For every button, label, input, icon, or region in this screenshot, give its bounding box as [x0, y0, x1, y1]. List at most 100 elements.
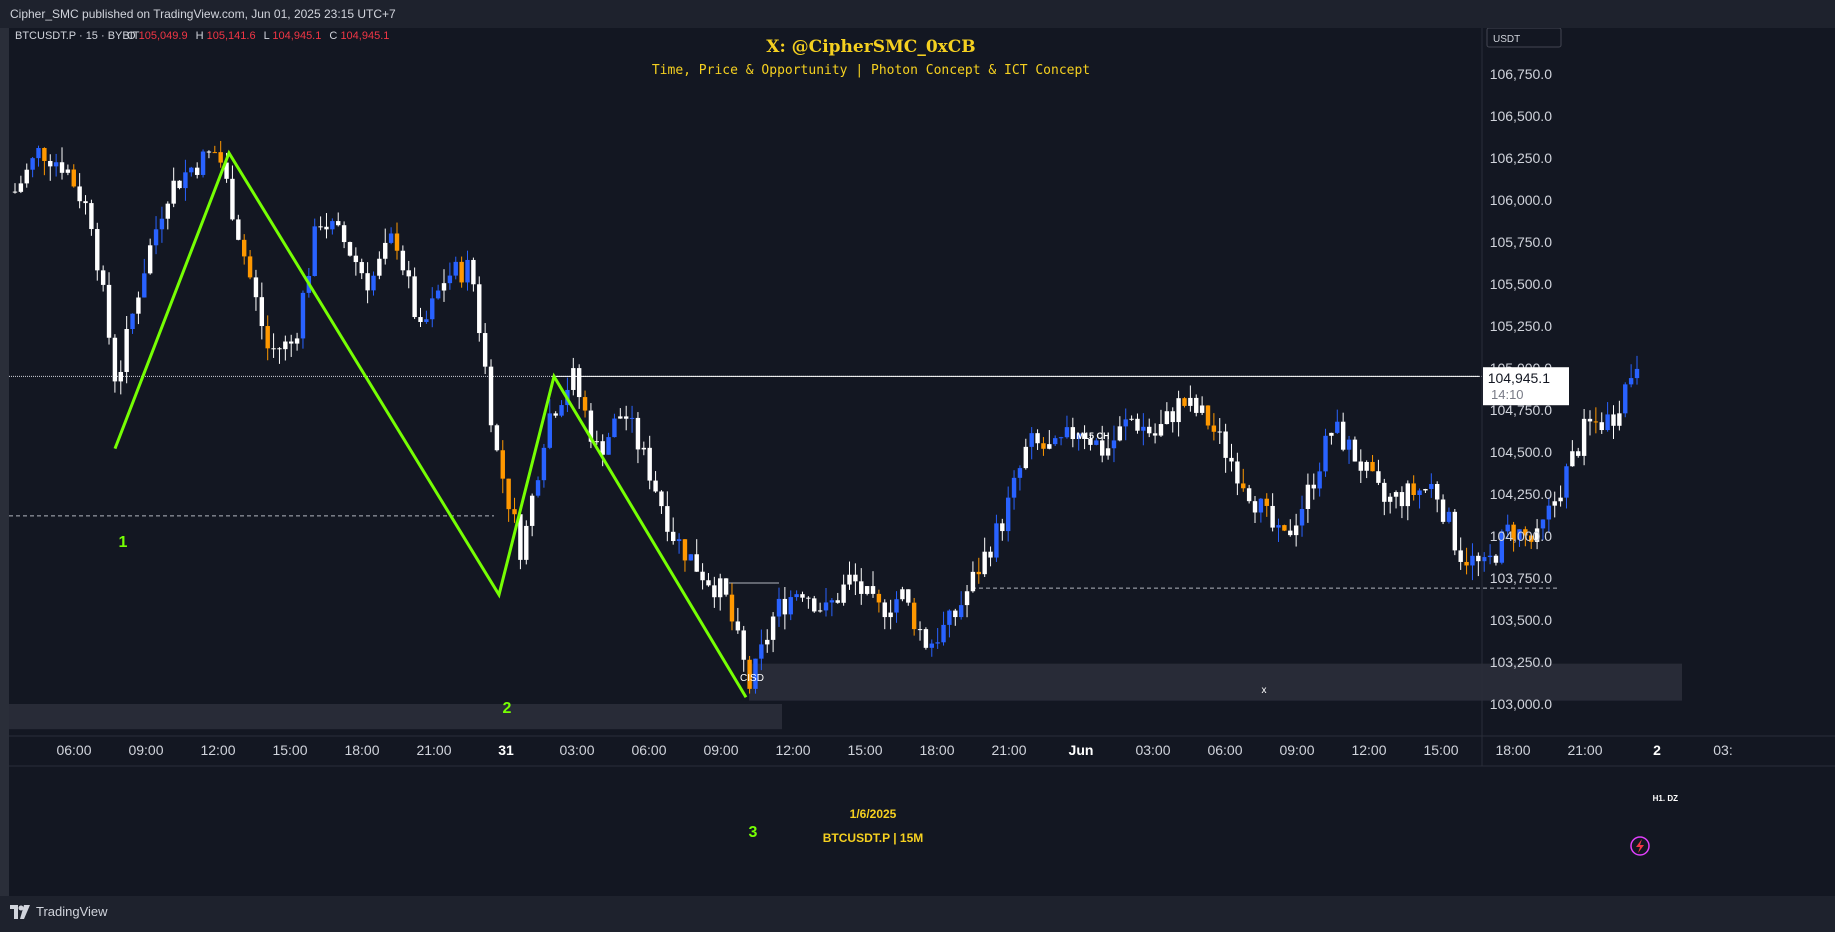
candle-body — [353, 255, 359, 263]
candle-body — [1041, 443, 1046, 449]
candle-body — [277, 348, 282, 350]
candle-body — [1464, 561, 1469, 566]
candle-body — [1100, 440, 1105, 456]
candle-body — [1576, 451, 1581, 456]
watermark-tagline: Time, Price & Opportunity | Photon Conce… — [652, 63, 1090, 78]
zone-label: H1. DZ — [1653, 794, 1678, 803]
c-label: C — [329, 30, 337, 42]
candle-body — [383, 242, 388, 259]
candle-body — [265, 326, 270, 349]
candle-body — [1011, 477, 1017, 498]
candle-body — [1258, 498, 1264, 513]
candle-body — [441, 283, 447, 291]
candle-body — [1311, 484, 1316, 489]
candle-body — [424, 319, 429, 322]
candle-body — [347, 242, 353, 256]
candle-body — [118, 371, 123, 382]
candle-body — [541, 447, 547, 481]
candle-body — [1634, 368, 1640, 379]
price-chart[interactable]: USDT 103,000.0 103,250.0 103,500.0 103,750.0… — [9, 28, 1835, 896]
candle-body — [1211, 425, 1217, 432]
candle-body — [200, 151, 206, 175]
price-tick-label: 105,250.0 — [1490, 318, 1552, 334]
m15-ch-label: M15 CH — [1076, 431, 1109, 441]
candle-body — [659, 491, 664, 507]
candle-body — [953, 610, 958, 618]
candle-body — [1517, 529, 1522, 540]
candle-body — [194, 167, 200, 175]
candle-body — [1434, 484, 1440, 500]
candle-body — [518, 514, 523, 560]
candle-body — [1058, 437, 1064, 439]
candle-body — [230, 178, 235, 220]
point-1-label: 1 — [119, 534, 128, 551]
candle-body — [1023, 446, 1029, 469]
candle-body — [512, 509, 517, 515]
demand-zone — [749, 663, 1682, 701]
time-label: 21:00 — [416, 742, 451, 758]
candle-body — [782, 598, 788, 615]
price-tick-label: 103,500.0 — [1490, 612, 1552, 628]
candle-body — [1405, 483, 1411, 507]
candle-body — [1511, 524, 1516, 540]
candle-body — [1364, 461, 1369, 471]
candle-body — [1299, 508, 1305, 526]
time-label: 18:00 — [1495, 742, 1530, 758]
time-label: 15:00 — [847, 742, 882, 758]
candle-body — [1623, 384, 1628, 414]
candle-body — [741, 630, 746, 660]
candle-body — [1205, 405, 1211, 426]
candle-body — [729, 594, 735, 622]
chart-frame[interactable]: USDT 103,000.0 103,250.0 103,500.0 103,750.0… — [9, 28, 1835, 896]
candle-body — [259, 297, 265, 327]
candle-body — [606, 437, 611, 455]
candle-body — [823, 602, 829, 611]
candle-body — [1170, 411, 1175, 423]
candle-body — [447, 275, 453, 284]
candle-body — [571, 368, 576, 390]
candle-body — [1529, 535, 1534, 542]
candle-body — [547, 413, 552, 448]
candle-body — [1235, 461, 1240, 484]
candle-body — [24, 169, 29, 184]
watermark-handle: X: @CipherSMC_0xCB — [766, 37, 975, 57]
candle-body — [418, 317, 423, 322]
price-tick-label: 106,250.0 — [1490, 150, 1552, 166]
c-value: 104,945.1 — [340, 30, 389, 42]
candle-body — [982, 551, 987, 575]
candle-body — [95, 229, 100, 271]
lightning-icon[interactable] — [1630, 836, 1650, 856]
candle-body — [941, 624, 946, 643]
price-axis[interactable]: USDT 103,000.0 103,250.0 103,500.0 103,750.0… — [1481, 28, 1569, 766]
price-tick-label: 105,500.0 — [1490, 276, 1552, 292]
candle-body — [247, 256, 253, 278]
symbol-line[interactable]: BTCUSDT.P · 15 · BYBIT — [15, 30, 140, 42]
candle-body — [1617, 413, 1622, 426]
time-label: 09:00 — [128, 742, 163, 758]
candle-body — [576, 368, 582, 398]
candle-body — [911, 602, 917, 630]
candle-body — [841, 584, 846, 603]
candle-body — [747, 659, 752, 689]
candle-body — [923, 629, 929, 648]
time-label: 18:00 — [919, 742, 954, 758]
candle-body — [1399, 492, 1405, 507]
candle-body — [1117, 426, 1123, 441]
candle-body — [1029, 433, 1034, 447]
candle-body — [1599, 422, 1604, 431]
candle-body — [1482, 557, 1487, 562]
candle-body — [806, 597, 811, 599]
tradingview-logo[interactable]: TradingView — [10, 904, 108, 919]
candle-body — [1487, 555, 1493, 558]
candle-body — [1476, 555, 1481, 562]
candle-body — [65, 169, 71, 173]
candle-body — [1458, 550, 1463, 562]
time-label: 2 — [1653, 742, 1661, 758]
candle-body — [1270, 505, 1275, 528]
candle-body — [1123, 419, 1128, 427]
time-axis[interactable]: 06:00 09:00 12:00 15:00 18:00 21:00 31 03:00 06:… — [9, 735, 1835, 767]
chart-texts: BTCUSDT.P · 15 · BYBIT O 105,049.9 H 105… — [15, 30, 1678, 856]
candle-body — [89, 203, 94, 230]
candle-body — [847, 574, 852, 585]
candle-body — [653, 480, 658, 492]
